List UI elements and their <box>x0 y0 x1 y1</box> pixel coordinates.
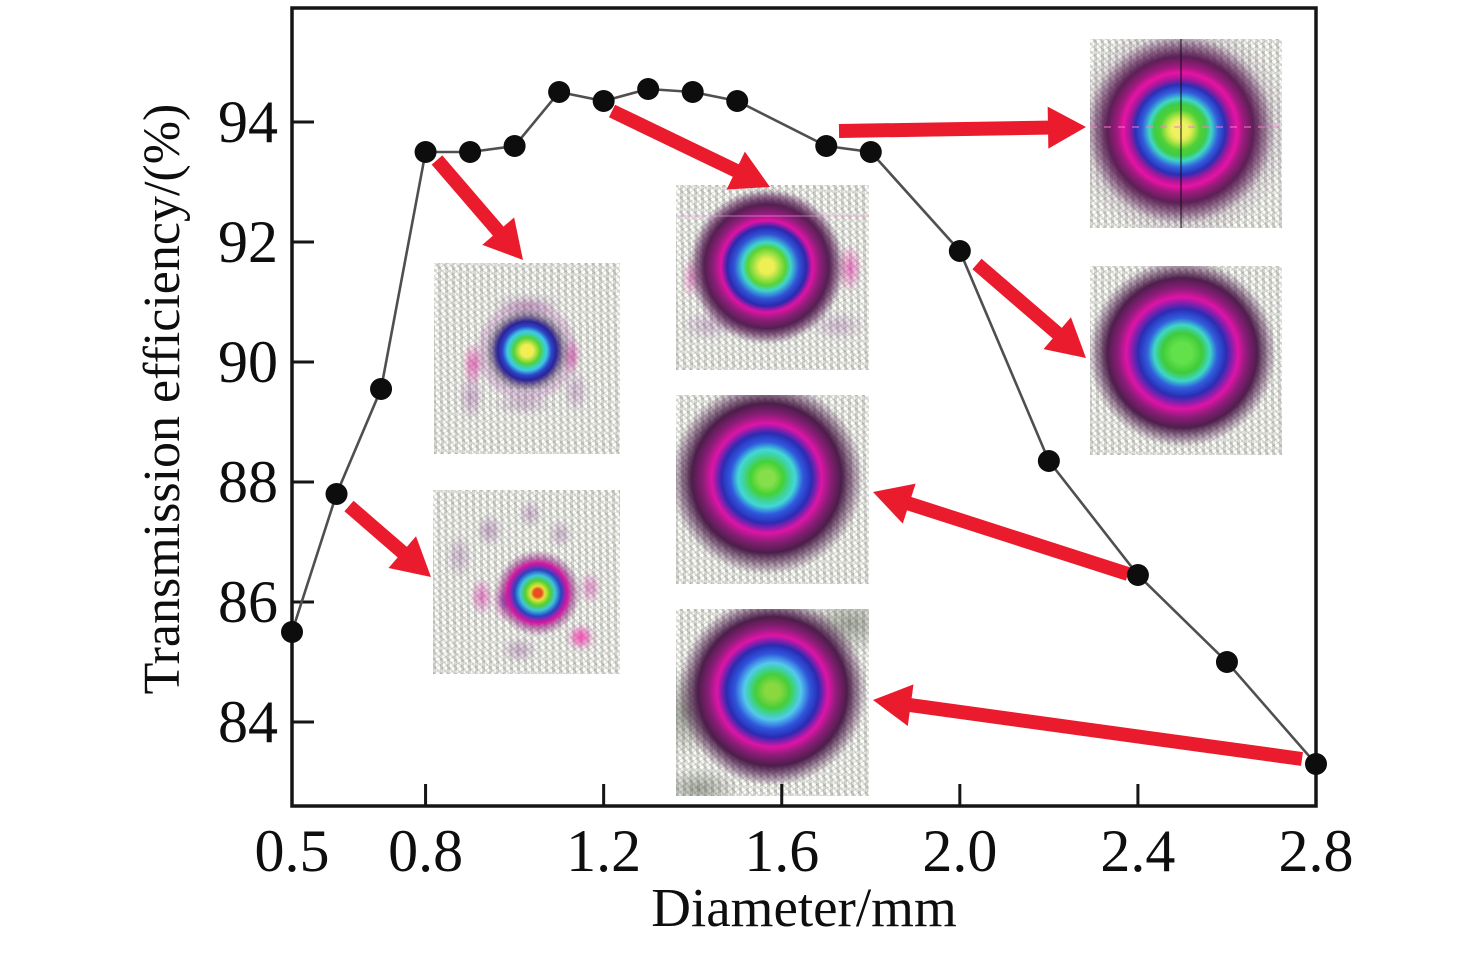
x-tick-label: 2.0 <box>922 818 998 884</box>
beam-profile-inset-0.6mm <box>433 490 620 674</box>
y-tick-label: 84 <box>218 689 278 755</box>
x-tick-label: 0.5 <box>254 818 330 884</box>
data-point <box>859 141 882 163</box>
arrow-2.0mm <box>972 258 1067 343</box>
data-point <box>726 90 749 112</box>
data-point <box>459 141 482 163</box>
data-point <box>325 483 348 505</box>
arrow-1.7mm <box>838 120 1055 138</box>
data-point <box>948 240 971 262</box>
data-point <box>1305 753 1327 775</box>
data-point <box>370 378 393 400</box>
data-point <box>503 135 526 157</box>
beam-profile-inset-2.4mm <box>676 395 869 584</box>
data-point <box>1126 564 1149 586</box>
arrow-2.8mm-head <box>873 684 914 726</box>
beam-profile-inset-1.2mm <box>676 185 869 370</box>
arrow-1.2mm-head <box>726 151 770 190</box>
x-tick-label: 1.2 <box>566 818 642 884</box>
data-point <box>414 141 437 163</box>
arrow-0.8mm-head <box>482 217 523 260</box>
arrow-0.6mm <box>344 500 412 562</box>
x-tick-label: 2.4 <box>1100 818 1176 884</box>
arrow-2.4mm <box>901 495 1131 581</box>
data-point <box>1037 450 1060 472</box>
efficiency-curve <box>290 87 1317 765</box>
arrow-1.2mm <box>608 104 745 180</box>
arrow-0.8mm <box>431 155 508 241</box>
y-tick-label: 90 <box>218 329 278 395</box>
beam-profile-inset-1.7mm <box>1090 39 1282 228</box>
beam-profile-inset-0.8mm <box>434 263 620 454</box>
data-point <box>592 90 615 112</box>
y-tick-label: 92 <box>218 209 278 275</box>
data-point <box>548 81 571 103</box>
x-tick-label: 1.6 <box>744 818 820 884</box>
arrow-2.8mm <box>903 697 1303 766</box>
plot-border <box>290 6 1318 808</box>
data-point <box>281 621 303 643</box>
x-tick-label: 2.8 <box>1278 818 1354 884</box>
data-point <box>681 81 704 103</box>
arrow-0.6mm-head <box>388 536 431 577</box>
arrow-2.0mm-head <box>1043 317 1086 358</box>
y-tick-label: 86 <box>218 569 278 635</box>
x-tick-label: 0.8 <box>388 818 464 884</box>
beam-profile-inset-2.8mm <box>676 609 869 796</box>
x-axis-title: Diameter/mm <box>651 877 957 938</box>
data-point <box>815 135 838 157</box>
beam-profile-inset-2.0mm <box>1090 266 1282 455</box>
data-point <box>637 78 660 100</box>
arrow-2.4mm-head <box>873 483 916 524</box>
y-tick-label: 88 <box>218 449 278 515</box>
arrow-1.7mm-head <box>1047 106 1086 149</box>
data-point <box>1215 651 1238 673</box>
y-tick-label: 94 <box>218 89 278 155</box>
